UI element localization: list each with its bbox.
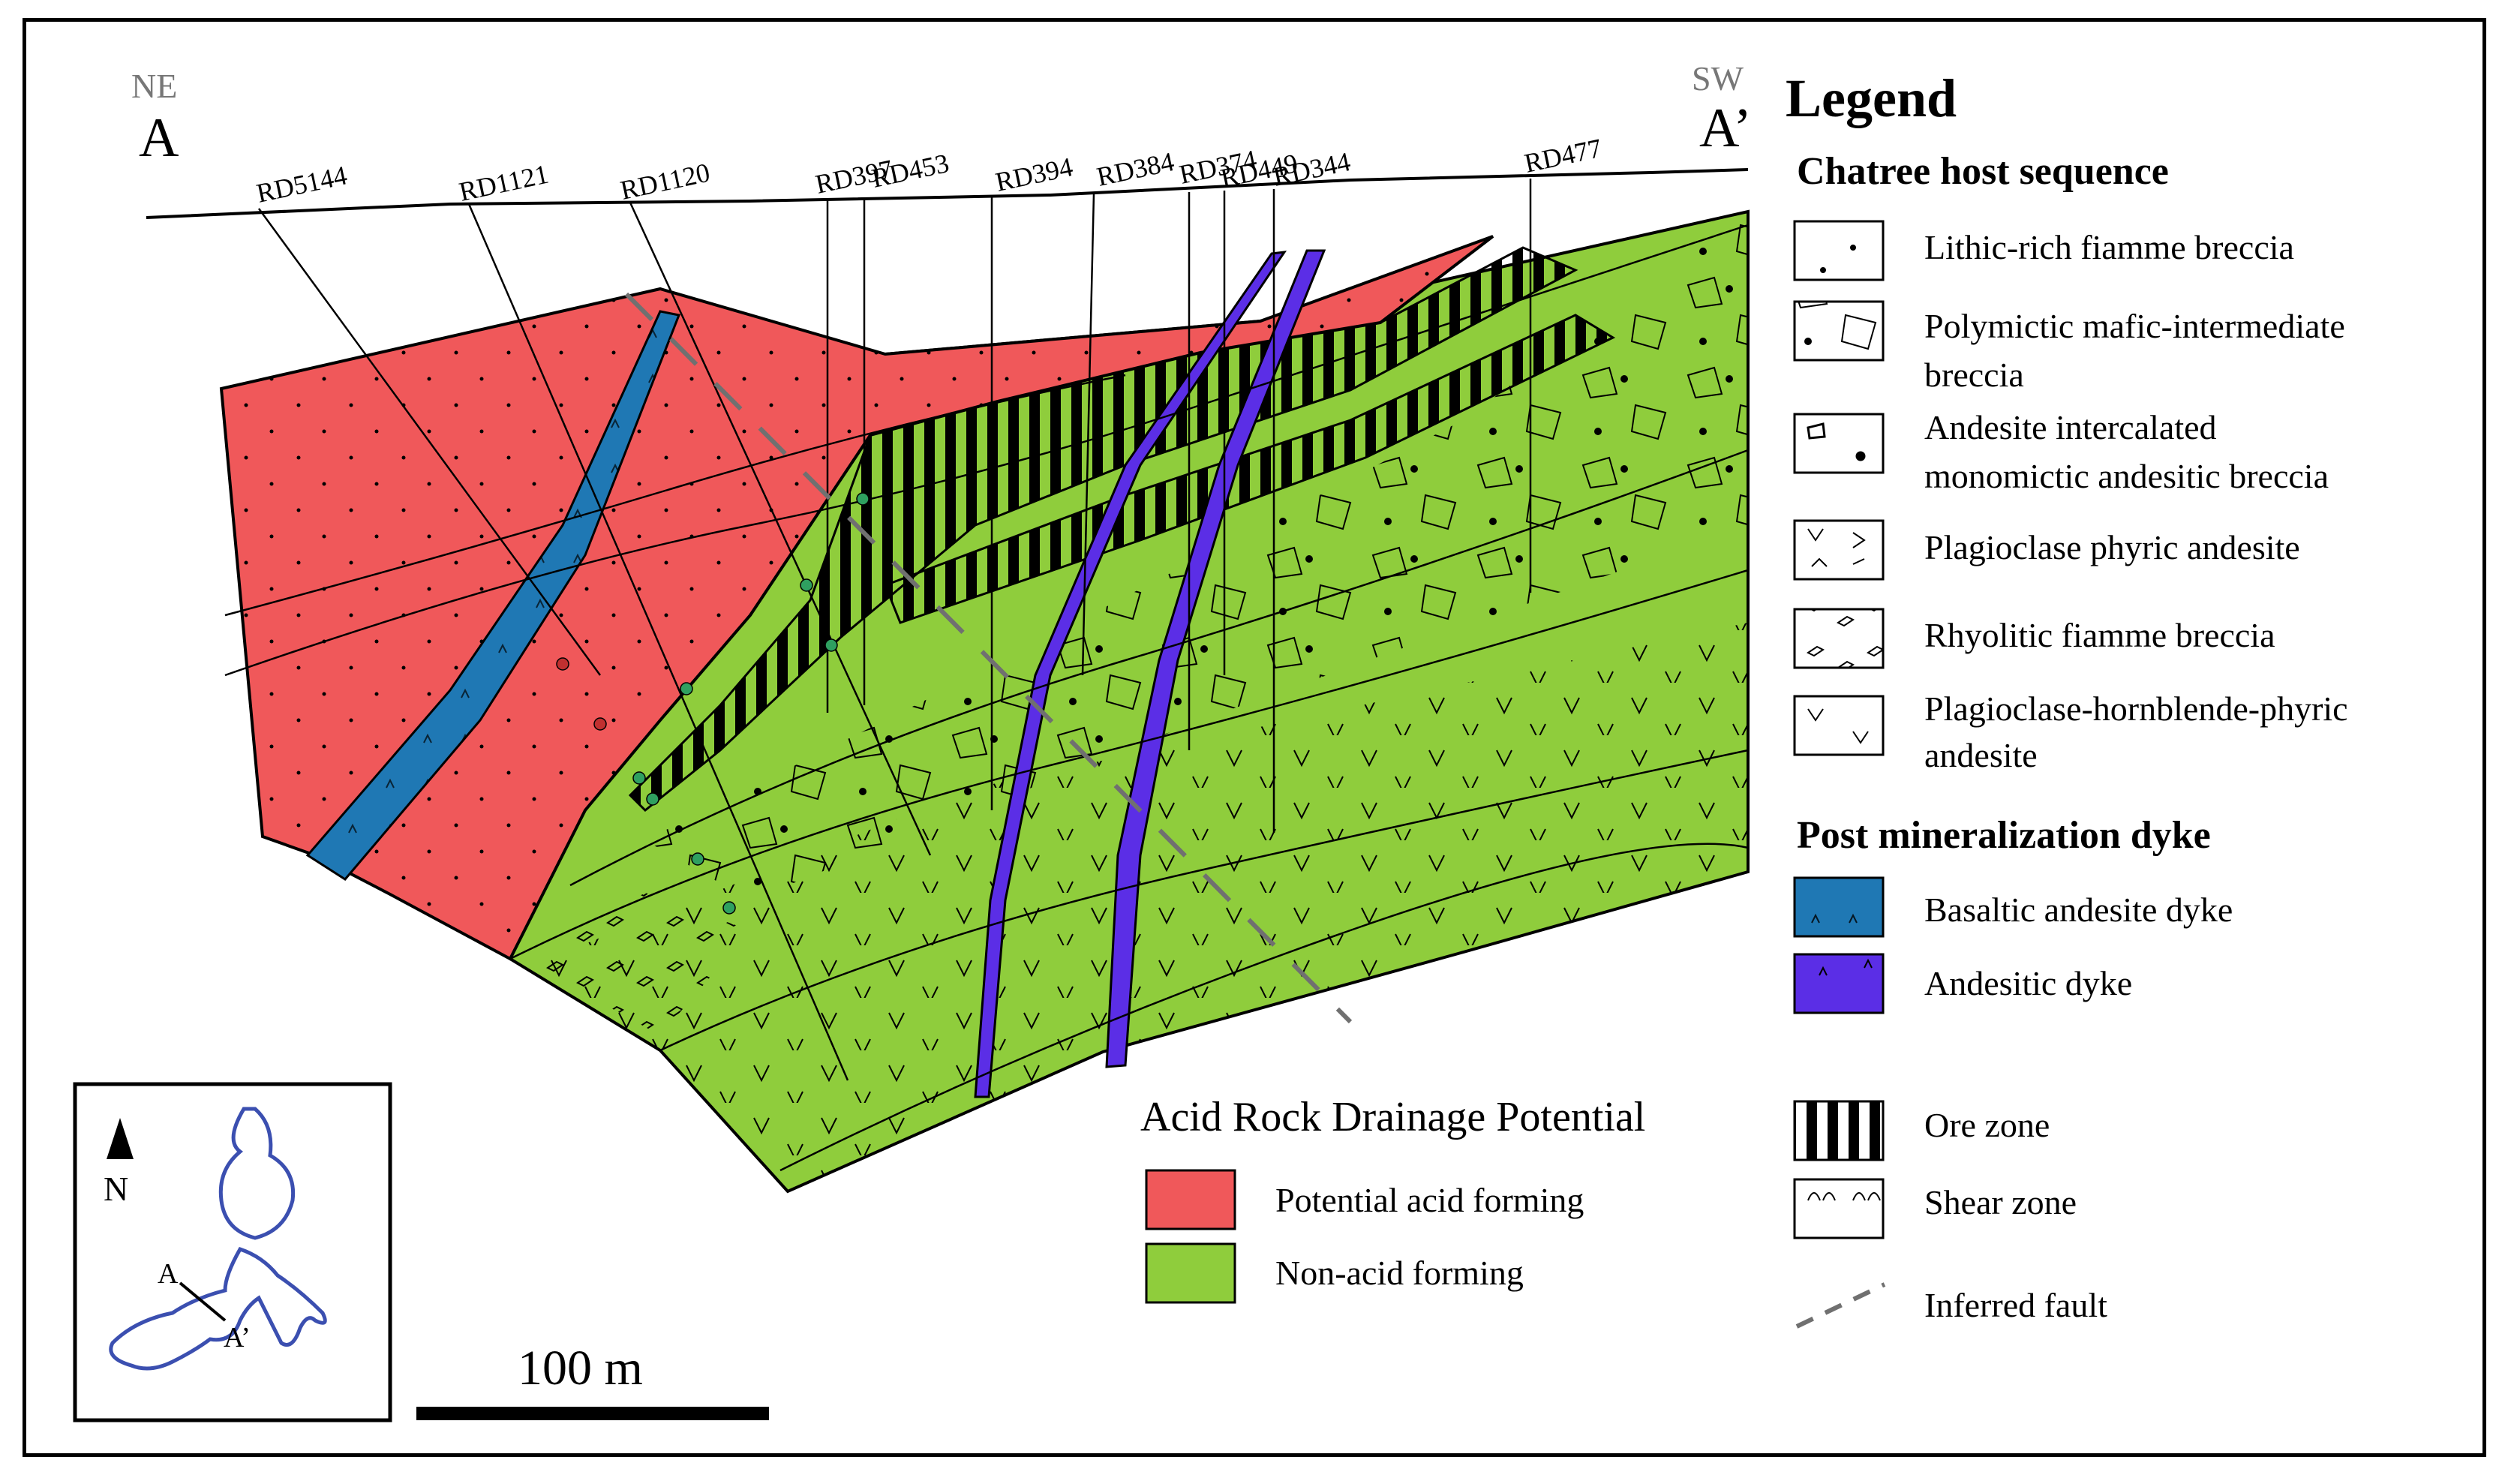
inset-a-prime-label: A’ [224, 1322, 251, 1353]
legend-polymictic-breccia-line2: breccia [1924, 356, 2024, 394]
ore-zone-main [628, 246, 1578, 813]
drillhole-label: RD1121 [456, 159, 551, 207]
drillhole-label: RD453 [869, 148, 951, 194]
legend-rhyolitic-fiamme: Rhyolitic fiamme breccia [1924, 616, 2275, 654]
host-unit-swatches [1793, 220, 1885, 756]
swatch-potential-acid-forming [1145, 1169, 1236, 1230]
legend-plagioclase-phyric: Plagioclase phyric andesite [1924, 528, 2300, 566]
north-arrow-icon [107, 1118, 134, 1159]
sample-points [556, 492, 870, 915]
drillhole-label: RD1120 [617, 158, 712, 206]
dyke-heading: Post mineralization dyke [1797, 814, 2211, 857]
non-acid-forming-fiamme-fill [525, 893, 750, 1035]
swatch-plagioclase-hornblende [1793, 695, 1885, 756]
drillholes [257, 179, 1532, 1081]
swatch-polymictic-breccia [1793, 300, 1885, 362]
host-unit-labels: Lithic-rich fiamme breccia Polymictic ma… [1924, 228, 2348, 774]
dyke-swatches [1793, 876, 1885, 1014]
dyke-labels: Basaltic andesite dyke Andesitic dyke [1924, 891, 2233, 1002]
drillhole-label: RD384 [1094, 146, 1176, 192]
ore-zone-lower [884, 314, 1616, 624]
ard-title: Acid Rock Drainage Potential [1140, 1094, 1645, 1140]
legend-plagioclase-hornblende-line2: andesite [1924, 736, 2038, 774]
figure-frame [23, 18, 2486, 1457]
legend-lithic-fiamme: Lithic-rich fiamme breccia [1924, 228, 2294, 266]
drillhole-label: RD477 [1521, 133, 1604, 179]
basaltic-andesite-dyke-fill [308, 311, 679, 879]
andesitic-dyke-2 [1105, 249, 1326, 1068]
inset-section-line [179, 1281, 227, 1322]
acid-forming-dot-fill [221, 236, 1493, 959]
legend-plagioclase-hornblende: Plagioclase-hornblende-phyric [1924, 689, 2348, 728]
swatch-ore-zone [1793, 1100, 1885, 1161]
legend-ore-zone: Ore zone [1924, 1106, 2050, 1144]
swatch-non-acid-forming [1145, 1242, 1236, 1304]
end-label: A’ [1699, 98, 1752, 159]
legend-polymictic-breccia: Polymictic mafic-intermediate [1924, 307, 2345, 345]
north-label: N [104, 1170, 128, 1208]
legend-non-acid-forming: Non-acid forming [1275, 1254, 1524, 1292]
end-direction-label: SW [1692, 59, 1744, 98]
swatch-shear-zone [1793, 1178, 1885, 1239]
scale-label: 100 m [518, 1341, 643, 1395]
swatch-inferred-fault [1795, 1282, 1886, 1329]
structure-swatches [1793, 1100, 1886, 1329]
swatch-andesite-intercalated [1793, 413, 1885, 474]
start-label: A [139, 107, 179, 169]
start-direction-label: NE [131, 67, 177, 105]
drillhole-label: RD394 [993, 152, 1075, 197]
legend-andesitic-dyke: Andesitic dyke [1924, 964, 2132, 1002]
legend-potential-acid-forming: Potential acid forming [1275, 1181, 1584, 1219]
legend-andesite-intercalated: Andesite intercalated [1924, 408, 2217, 446]
legend-andesite-intercalated-line2: monomictic andesitic breccia [1924, 457, 2329, 495]
legend-shear-zone: Shear zone [1924, 1183, 2077, 1221]
scale-bar [416, 1407, 769, 1420]
inferred-fault [624, 292, 1353, 1024]
inset-a-label: A [158, 1258, 179, 1290]
ground-surface [146, 168, 1749, 219]
drillhole-label: RD5144 [254, 160, 350, 208]
swatch-rhyolitic-fiamme [1793, 608, 1885, 669]
unit-contacts [224, 224, 1749, 1172]
structure-labels: Ore zone Shear zone Inferred fault [1924, 1106, 2107, 1324]
pit-outline [109, 1107, 327, 1371]
legend-title: Legend [1786, 68, 1957, 128]
swatch-lithic-fiamme [1793, 220, 1885, 281]
swatch-andesitic-dyke [1793, 953, 1885, 1014]
legend-basaltic-dyke: Basaltic andesite dyke [1924, 891, 2233, 929]
legend-inferred-fault: Inferred fault [1924, 1286, 2107, 1324]
host-sequence-heading: Chatree host sequence [1797, 150, 2169, 193]
